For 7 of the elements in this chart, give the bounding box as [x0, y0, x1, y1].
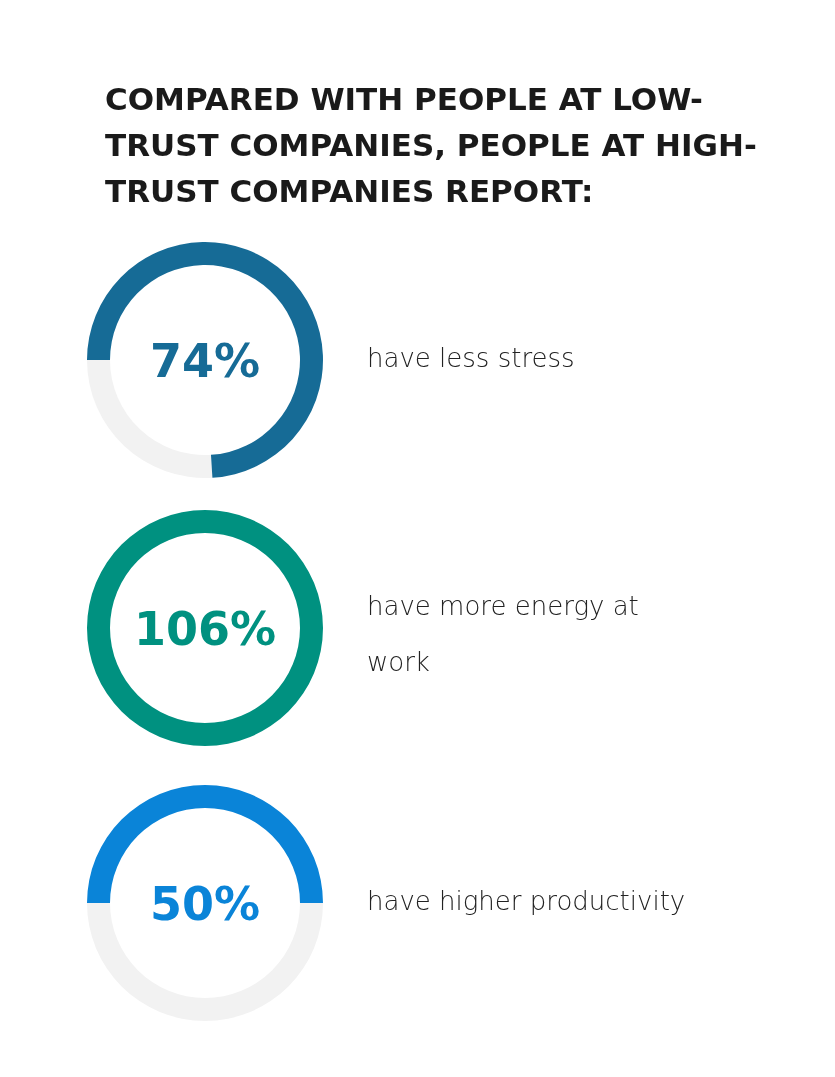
data-label: 106%	[133, 601, 277, 656]
data-label: 74%	[149, 333, 261, 388]
text: COMPARED WITH PEOPLE AT LOW-TRUST COMPANIES, PEOPLE AT HIGH-TRUST COMPANIES REPORT:	[105, 81, 757, 209]
category-label: have more energy at work	[367, 591, 639, 678]
category-label: have higher productivity	[367, 886, 686, 917]
data-label: 50%	[149, 876, 261, 931]
category-label: have less stress	[367, 343, 575, 374]
